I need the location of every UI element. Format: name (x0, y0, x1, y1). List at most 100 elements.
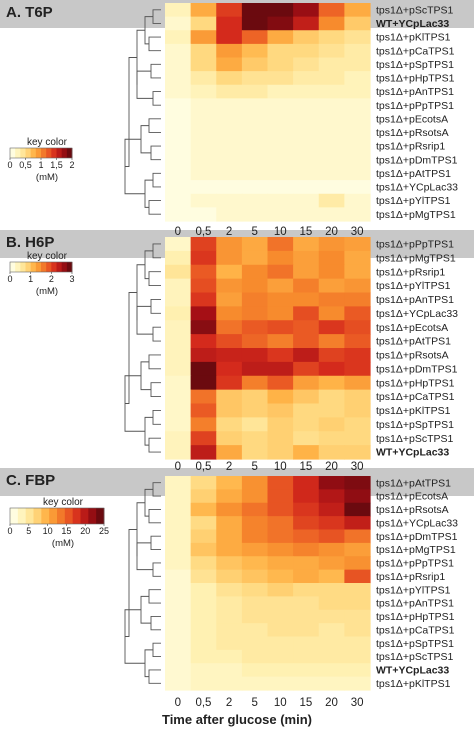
heatmap-cell (216, 403, 243, 418)
key-swatch (72, 508, 81, 524)
heatmap-cell (241, 3, 269, 18)
heatmap-cell (267, 139, 294, 154)
heatmap-cell (165, 417, 192, 432)
row-label: tps1Δ+pHpTPS1 (376, 73, 455, 85)
row-label: tps1Δ+pAtTPS1 (376, 336, 451, 348)
column-label: 15 (300, 226, 313, 238)
key-swatch (88, 508, 97, 524)
heatmap-cell (216, 649, 243, 664)
heatmap-cell (190, 125, 217, 140)
heatmap-cell (293, 403, 320, 418)
heatmap-cell (216, 389, 243, 405)
heatmap-cell (165, 445, 192, 460)
row-label: tps1Δ+pMgTPS1 (376, 544, 456, 556)
row-label: tps1Δ+pRsrip1 (376, 266, 445, 278)
heatmap-cell (293, 237, 320, 252)
row-label: tps1Δ+pScTPS1 (376, 433, 454, 445)
heatmap-cell (344, 112, 371, 127)
row-label: tps1Δ+YCpLac33 (376, 182, 458, 194)
heatmap-cell (344, 489, 371, 504)
heatmap-cell (165, 278, 192, 294)
row-label: tps1Δ+YCpLac33 (376, 308, 458, 320)
heatmap-cell (293, 529, 320, 544)
heatmap-cell (344, 431, 371, 446)
heatmap-cell (344, 348, 371, 363)
heatmap-cell (318, 264, 345, 280)
key-swatch (35, 148, 42, 158)
heatmap-cell (216, 417, 243, 432)
heatmap-cell (216, 112, 243, 127)
key-swatch (61, 262, 68, 272)
panel-b-title: B. H6P (6, 234, 55, 251)
heatmap-cell (190, 193, 217, 208)
heatmap-cell (344, 417, 371, 432)
dendrogram-branch (150, 145, 161, 161)
heatmap-cell (267, 542, 294, 557)
heatmap-cell (216, 375, 243, 391)
heatmap-cell (318, 609, 345, 624)
row-label: tps1Δ+pPpTPS1 (376, 100, 454, 112)
heatmap-cell (216, 476, 243, 490)
heatmap-cell (216, 166, 243, 181)
heatmap-cell (318, 361, 345, 377)
heatmap-cell (190, 361, 217, 377)
heatmap-cell (241, 636, 269, 651)
dendrogram-branch (136, 70, 153, 99)
heatmap-cell (165, 361, 192, 377)
heatmap-cell (241, 180, 269, 195)
heatmap-cell (216, 489, 243, 504)
heatmap-cell (267, 623, 294, 638)
heatmap-cell (293, 542, 320, 557)
row-label: tps1Δ+pEcotsA (376, 322, 448, 334)
heatmap-cell (344, 609, 371, 624)
heatmap-cell (293, 516, 320, 531)
heatmap-cell (216, 139, 243, 154)
heatmap-cell (165, 529, 192, 544)
heatmap-cell (216, 292, 243, 307)
heatmap-cell (190, 403, 217, 418)
key-unit: (mM) (52, 538, 74, 549)
heatmap-cell (293, 445, 320, 460)
heatmap-cell (293, 112, 320, 127)
heatmap-cell (344, 403, 371, 418)
row-label: tps1Δ+pAtTPS1 (376, 168, 451, 180)
row-label: tps1Δ+pSpTPS1 (376, 638, 454, 650)
row-label: tps1Δ+pEcotsA (376, 491, 448, 503)
heatmap-cell (267, 125, 294, 140)
heatmap-cell (190, 250, 217, 266)
dendrogram-branch (148, 669, 161, 684)
key-tick-label: 20 (80, 526, 90, 536)
row-label: tps1Δ+pHpTPS1 (376, 377, 455, 389)
heatmap-cell (344, 389, 371, 405)
key-unit: (mM) (36, 172, 58, 183)
key-tick-label: 25 (99, 526, 109, 536)
key-swatch (17, 508, 27, 524)
heatmap-cell (344, 649, 371, 664)
heatmap-cell (241, 57, 269, 72)
heatmap-cell (165, 596, 192, 611)
row-label: tps1Δ+pRsotsA (376, 127, 449, 139)
heatmap-cell (267, 152, 294, 168)
row-label: tps1Δ+pKlTPS1 (376, 678, 451, 690)
heatmap-cell (190, 348, 217, 363)
key-swatch (10, 508, 19, 524)
heatmap-cell (190, 445, 217, 460)
heatmap-cell (190, 649, 217, 664)
heatmap-cell (241, 417, 269, 432)
heatmap-cell (165, 636, 192, 651)
row-label: tps1Δ+pMgTPS1 (376, 209, 456, 221)
key-swatch (10, 148, 16, 158)
heatmap-cell (165, 489, 192, 504)
heatmap-cell (267, 403, 294, 418)
x-axis-title: Time after glucose (min) (161, 712, 312, 727)
heatmap-cell (267, 71, 294, 86)
heatmap-cell (267, 207, 294, 222)
heatmap-cell (241, 16, 269, 31)
heatmap-cell (190, 320, 217, 335)
heatmap-cell (190, 334, 217, 349)
key-swatch (25, 508, 34, 524)
heatmap-cell (293, 663, 320, 678)
key-swatch (25, 148, 32, 158)
row-label: tps1Δ+pMgTPS1 (376, 252, 456, 264)
